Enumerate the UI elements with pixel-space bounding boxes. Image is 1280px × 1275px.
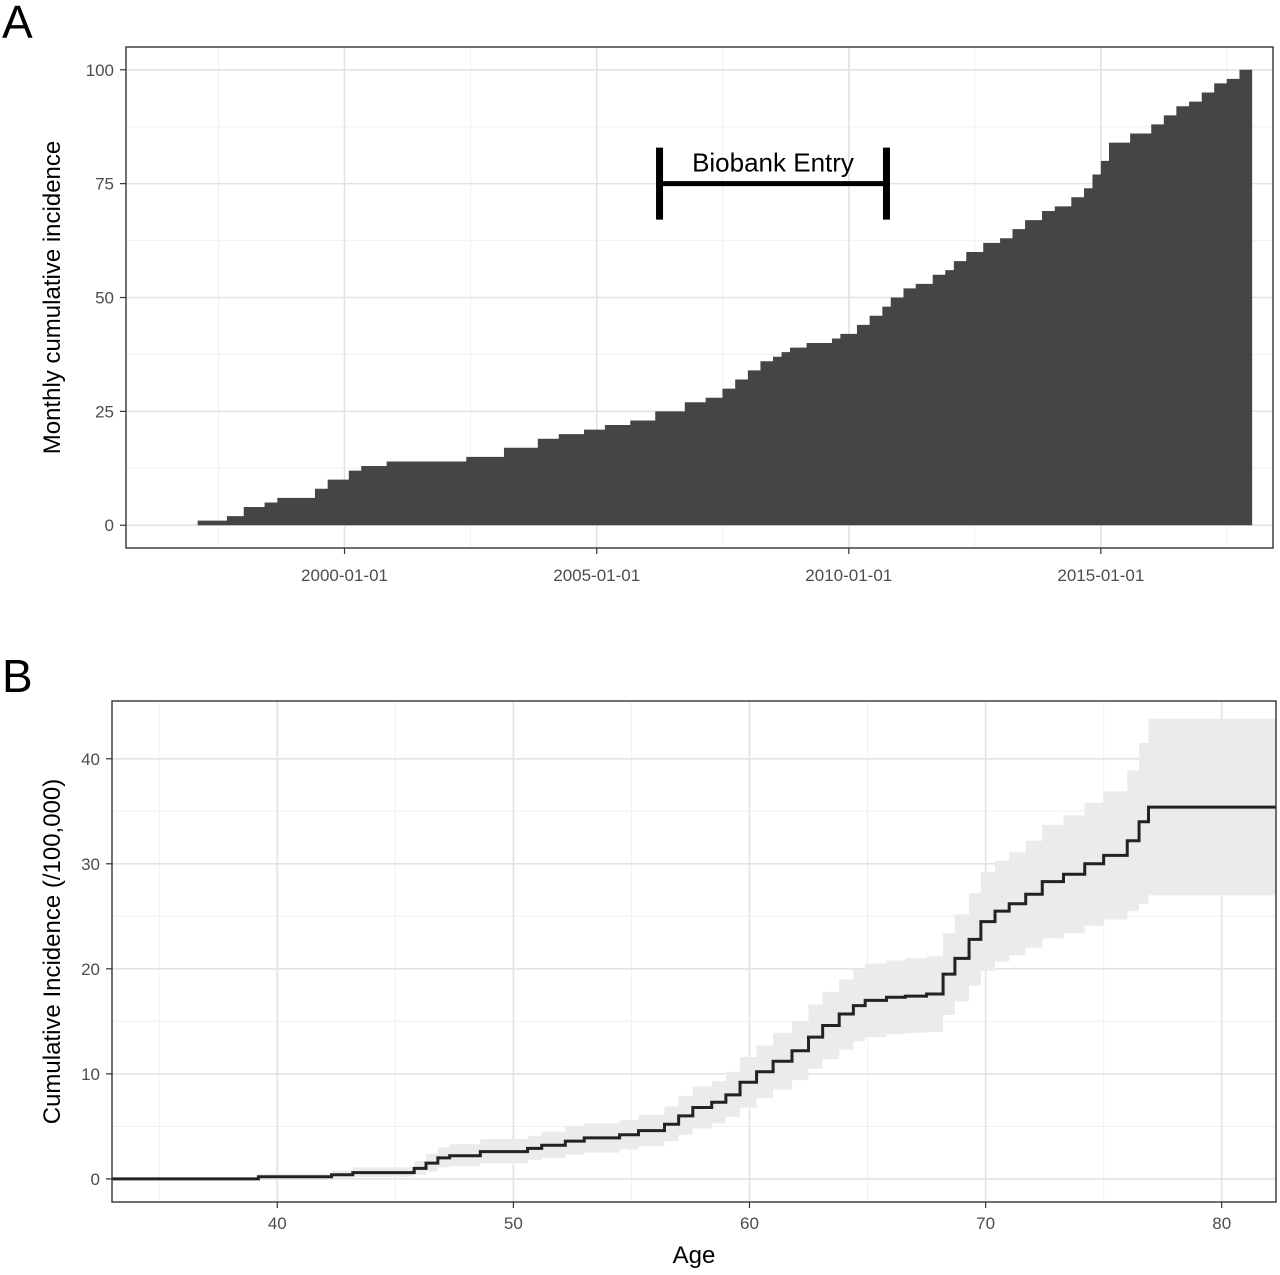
x-tick-label: 40: [268, 1214, 287, 1233]
panel-b-y-axis-title: Cumulative Incidence (/100,000): [39, 779, 66, 1125]
x-tick-label: 2005-01-01: [553, 566, 640, 585]
y-tick-label: 20: [81, 960, 100, 979]
cumulative-incidence-line: [112, 805, 1276, 1181]
panel-b-frame: [111, 700, 1277, 1203]
y-tick-label: 10: [81, 1065, 100, 1084]
panel-b-confidence-band: [112, 718, 1276, 1179]
x-tick-label: 2000-01-01: [301, 566, 388, 585]
panel-b-y-axis: 0 10 20 30 40: [81, 750, 112, 1189]
y-tick-label: 30: [81, 855, 100, 874]
panel-a-y-axis-title: Monthly cumulative incidence: [39, 141, 66, 455]
panel-b-step-line: [112, 805, 1276, 1181]
y-tick-label: 75: [95, 175, 114, 194]
panel-a-label: A: [2, 0, 33, 48]
confidence-band: [112, 718, 1276, 1179]
panel-a-area: [172, 69, 1253, 526]
y-tick-label: 50: [95, 289, 114, 308]
panel-b-x-axis-title: Age: [673, 1242, 716, 1269]
cumulative-incidence-area: [172, 69, 1253, 526]
panel-b-x-axis: 40 50 60 70 80: [268, 1202, 1231, 1233]
biobank-entry-annotation: Biobank Entry: [656, 147, 890, 220]
x-tick-label: 80: [1212, 1214, 1231, 1233]
x-tick-label: 60: [740, 1214, 759, 1233]
x-tick-label: 2010-01-01: [805, 566, 892, 585]
y-tick-label: 0: [91, 1170, 100, 1189]
x-tick-label: 2015-01-01: [1057, 566, 1144, 585]
panel-b-label: B: [2, 650, 33, 702]
x-tick-label: 50: [504, 1214, 523, 1233]
x-tick-label: 70: [976, 1214, 995, 1233]
panel-a-y-axis: 0 25 50 75 100: [86, 61, 126, 535]
panel-b-cumulative-incidence-by-age: B 40 50 60 70 80 0 10 20 30 40 Age Cumulative In…: [2, 650, 1277, 1269]
y-tick-label: 100: [86, 61, 114, 80]
panel-a-x-axis: 2000-01-01 2005-01-01 2010-01-01 2015-01-01: [301, 548, 1144, 585]
biobank-entry-label: Biobank Entry: [692, 148, 854, 178]
panel-a-cumulative-incidence-by-date: A Biobank Entry 2000-01-01 2005-01-01 2010…: [2, 0, 1274, 585]
y-tick-label: 0: [105, 516, 114, 535]
y-tick-label: 25: [95, 402, 114, 421]
y-tick-label: 40: [81, 750, 100, 769]
